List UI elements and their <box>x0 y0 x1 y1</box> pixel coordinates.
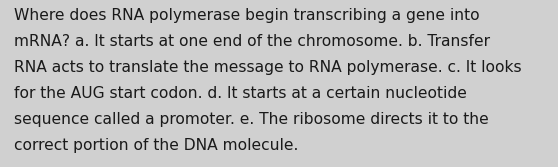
Text: correct portion of the DNA molecule.: correct portion of the DNA molecule. <box>14 138 299 153</box>
Text: for the AUG start codon. d. It starts at a certain nucleotide: for the AUG start codon. d. It starts at… <box>14 86 467 101</box>
Text: sequence called a promoter. e. The ribosome directs it to the: sequence called a promoter. e. The ribos… <box>14 112 489 127</box>
Text: RNA acts to translate the message to RNA polymerase. c. It looks: RNA acts to translate the message to RNA… <box>14 60 522 75</box>
Text: Where does RNA polymerase begin transcribing a gene into: Where does RNA polymerase begin transcri… <box>14 8 479 23</box>
Text: mRNA? a. It starts at one end of the chromosome. b. Transfer: mRNA? a. It starts at one end of the chr… <box>14 34 490 49</box>
